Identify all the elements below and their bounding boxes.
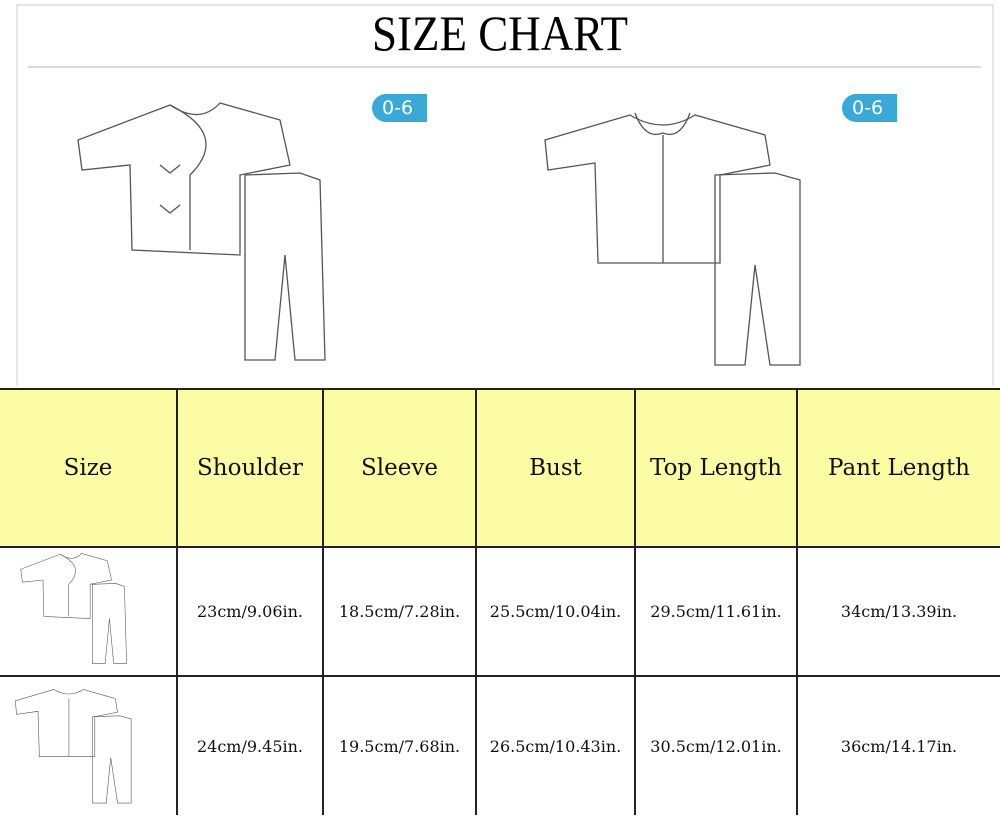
size-badge: 0-6 bbox=[372, 94, 427, 122]
header-top-length: Top Length bbox=[634, 388, 798, 548]
table-header-row: Size Shoulder Sleeve Bust Top Length Pan… bbox=[0, 388, 1000, 548]
collared-set-thumbnail bbox=[0, 675, 178, 815]
sleeve-cell: 19.5cm/7.68in. bbox=[322, 675, 477, 815]
size-badge: 0-6 bbox=[842, 94, 897, 122]
top-length-cell: 29.5cm/11.61in. bbox=[634, 546, 798, 677]
bust-cell: 25.5cm/10.04in. bbox=[475, 546, 636, 677]
kimono-set-thumbnail bbox=[0, 546, 178, 677]
header-size: Size bbox=[0, 388, 178, 548]
shoulder-cell: 24cm/9.45in. bbox=[176, 675, 324, 815]
product-illustration-panel: SIZE CHART 0-6 0-6 bbox=[0, 0, 1000, 388]
page-title: SIZE CHART bbox=[371, 5, 629, 61]
header-pant-length: Pant Length bbox=[796, 388, 1000, 548]
size-table: Size Shoulder Sleeve Bust Top Length Pan… bbox=[0, 388, 1000, 815]
sleeve-cell: 18.5cm/7.28in. bbox=[322, 546, 477, 677]
collared-set-drawing bbox=[544, 112, 801, 366]
kimono-set-drawing bbox=[77, 102, 326, 361]
pant-length-cell: 34cm/13.39in. bbox=[796, 546, 1000, 677]
header-sleeve: Sleeve bbox=[322, 388, 477, 548]
header-bust: Bust bbox=[475, 388, 636, 548]
table-row: 24cm/9.45in. 19.5cm/7.68in. 26.5cm/10.43… bbox=[0, 675, 1000, 815]
panel-frame bbox=[16, 4, 994, 386]
shoulder-cell: 23cm/9.06in. bbox=[176, 546, 324, 677]
pant-length-cell: 36cm/14.17in. bbox=[796, 675, 1000, 815]
top-length-cell: 30.5cm/12.01in. bbox=[634, 675, 798, 815]
header-shoulder: Shoulder bbox=[176, 388, 324, 548]
table-row: 23cm/9.06in. 18.5cm/7.28in. 25.5cm/10.04… bbox=[0, 546, 1000, 677]
divider bbox=[28, 66, 981, 68]
bust-cell: 26.5cm/10.43in. bbox=[475, 675, 636, 815]
